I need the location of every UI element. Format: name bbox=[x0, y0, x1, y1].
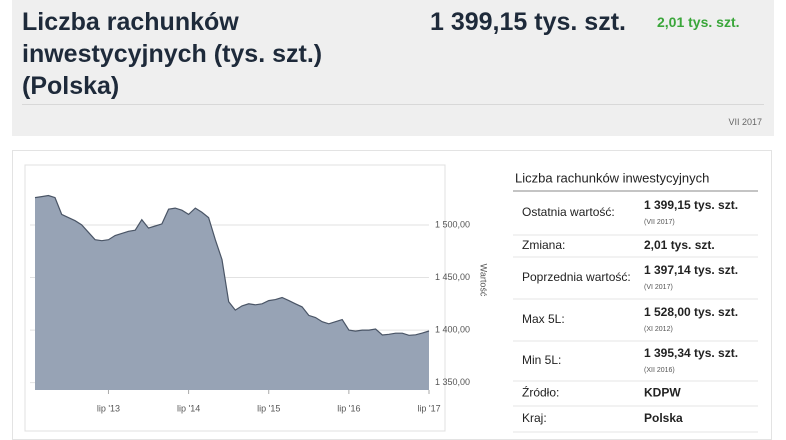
row-value: 1 528,00 tys. szt. bbox=[644, 305, 738, 319]
y-tick-label: 1 400,00 bbox=[435, 324, 470, 334]
row-label: Max 5L: bbox=[522, 312, 565, 326]
date: VII 2017 bbox=[728, 117, 762, 127]
header: Liczba rachunków inwestycyjnych (tys. sz… bbox=[12, 0, 774, 136]
row-label: Kraj: bbox=[522, 411, 547, 425]
y-tick-label: 1 350,00 bbox=[435, 377, 470, 387]
row-date: (VI 2017) bbox=[644, 284, 673, 291]
row-date: (XI 2012) bbox=[644, 326, 673, 333]
row-value: 2,01 tys. szt. bbox=[644, 238, 715, 252]
title: Liczba rachunków inwestycyjnych (tys. sz… bbox=[22, 8, 323, 100]
row-label: Ostatnia wartość: bbox=[522, 205, 615, 219]
table-title: Liczba rachunków inwestycyjnych bbox=[515, 170, 709, 185]
area bbox=[35, 195, 429, 390]
row-label: Źródło: bbox=[522, 385, 559, 400]
y-tick-label: 1 500,00 bbox=[435, 219, 470, 229]
row-date: (XII 2016) bbox=[644, 367, 675, 374]
x-tick-label: lip '16 bbox=[337, 403, 360, 413]
change: 2,01 tys. szt. bbox=[657, 14, 740, 30]
x-tick-label: lip '15 bbox=[257, 403, 280, 413]
row-value: Polska bbox=[644, 411, 683, 425]
row-label: Zmiana: bbox=[522, 238, 565, 252]
row-date: (VII 2017) bbox=[644, 219, 675, 226]
divider bbox=[22, 104, 764, 105]
x-tick-label: lip '13 bbox=[97, 403, 120, 413]
row-value: 1 397,14 tys. szt. bbox=[644, 263, 738, 277]
row-value: 1 399,15 tys. szt. bbox=[644, 198, 738, 212]
row-label: Min 5L: bbox=[522, 353, 561, 367]
y-tick-label: 1 450,00 bbox=[435, 272, 470, 282]
y-axis-label: Wartość bbox=[479, 264, 489, 297]
current-value: 1 399,15 tys. szt. bbox=[430, 8, 626, 36]
x-tick-label: lip '14 bbox=[177, 403, 200, 413]
line bbox=[34, 194, 430, 336]
row-value: KDPW bbox=[644, 386, 681, 400]
row-value: 1 395,34 tys. szt. bbox=[644, 346, 738, 360]
row-label: Poprzednia wartość: bbox=[522, 270, 631, 284]
x-tick-label: lip '17 bbox=[417, 403, 440, 413]
chart-frame bbox=[24, 164, 446, 432]
